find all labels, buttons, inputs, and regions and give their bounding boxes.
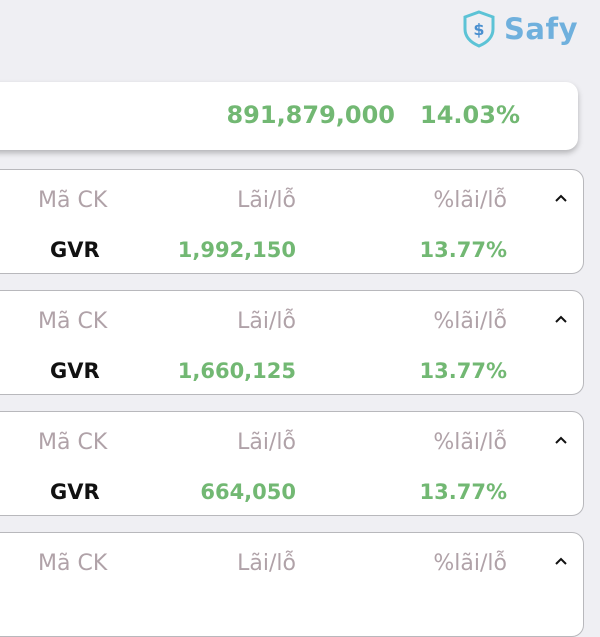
symbol-value: GVR bbox=[50, 480, 100, 504]
percent-value: 13.77% bbox=[419, 238, 507, 262]
profit-value: 1,992,150 bbox=[177, 238, 296, 262]
holding-card[interactable]: Mã CK Lãi/lỗ %lãi/lỗ GVR 1,660,125 13.77… bbox=[0, 290, 584, 395]
percent-label: %lãi/lỗ bbox=[433, 430, 507, 455]
symbol-label: Mã CK bbox=[38, 188, 108, 213]
profit-label: Lãi/lỗ bbox=[237, 309, 296, 334]
profit-label: Lãi/lỗ bbox=[237, 551, 296, 576]
symbol-label: Mã CK bbox=[38, 551, 108, 576]
chevron-up-icon[interactable] bbox=[555, 434, 567, 446]
chevron-up-icon[interactable] bbox=[555, 313, 567, 325]
symbol-label: Mã CK bbox=[38, 430, 108, 455]
symbol-value: GVR bbox=[50, 238, 100, 262]
chevron-up-icon[interactable] bbox=[555, 192, 567, 204]
profit-label: Lãi/lỗ bbox=[237, 430, 296, 455]
total-profit: 891,879,000 bbox=[226, 101, 395, 129]
holding-card[interactable]: Mã CK Lãi/lỗ %lãi/lỗ GVR 1,992,150 13.77… bbox=[0, 169, 584, 274]
percent-label: %lãi/lỗ bbox=[433, 309, 507, 334]
profit-label: Lãi/lỗ bbox=[237, 188, 296, 213]
percent-label: %lãi/lỗ bbox=[433, 551, 507, 576]
profit-value: 1,660,125 bbox=[177, 359, 296, 383]
percent-value: 13.77% bbox=[419, 359, 507, 383]
holding-card[interactable]: Mã CK Lãi/lỗ %lãi/lỗ bbox=[0, 532, 584, 637]
svg-text:$: $ bbox=[473, 20, 484, 39]
shield-dollar-icon: $ bbox=[463, 10, 495, 48]
symbol-label: Mã CK bbox=[38, 309, 108, 334]
holding-card[interactable]: Mã CK Lãi/lỗ %lãi/lỗ GVR 664,050 13.77% bbox=[0, 411, 584, 516]
symbol-value: GVR bbox=[50, 359, 100, 383]
percent-label: %lãi/lỗ bbox=[433, 188, 507, 213]
total-profit-percent: 14.03% bbox=[420, 101, 520, 129]
chevron-up-icon[interactable] bbox=[555, 555, 567, 567]
portfolio-summary: 891,879,000 14.03% bbox=[0, 82, 578, 150]
brand-logo: $ Safy bbox=[462, 10, 578, 48]
brand-name: Safy bbox=[504, 12, 578, 46]
percent-value: 13.77% bbox=[419, 480, 507, 504]
profit-value: 664,050 bbox=[200, 480, 296, 504]
